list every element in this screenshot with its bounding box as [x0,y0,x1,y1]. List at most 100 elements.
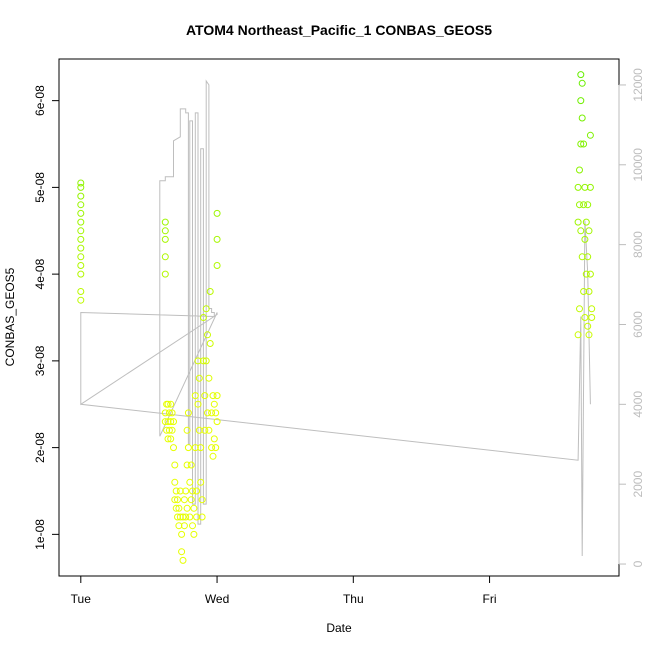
data-point [210,400,218,408]
x-tick-label: Fri [483,592,497,606]
data-point [161,409,169,417]
data-point [585,288,593,295]
right-y-tick-label: 12000 [631,68,645,102]
data-point [190,504,198,512]
data-point [77,288,85,295]
data-point [193,487,201,495]
data-point [199,357,207,365]
data-point [586,270,594,278]
data-point [213,235,221,243]
plot-frame [58,58,620,577]
data-point [574,218,582,226]
data-point [184,444,192,452]
y-tick-label: 2e-08 [33,432,47,463]
data-point [161,253,169,261]
data-point [202,357,210,365]
data-point [578,114,586,122]
data-point [201,426,209,434]
data-point [175,504,183,512]
data-point [586,131,594,139]
data-point [584,201,592,209]
data-point [577,140,585,148]
data-point [184,409,192,417]
data-point [585,227,593,235]
right-y-tick-label: 6000 [631,311,645,338]
data-point [178,530,186,538]
data-point [197,478,205,486]
data-point [189,487,196,495]
data-point [208,444,216,452]
data-point [77,253,85,261]
data-point [171,461,179,469]
y-tick-label: 6e-08 [33,85,47,116]
data-point [191,444,199,452]
data-point [205,374,213,382]
data-point [77,201,85,209]
data-point [167,400,175,408]
data-point [172,487,180,495]
data-point [77,192,85,200]
data-point [183,504,191,512]
data-point [186,513,194,521]
data-point [167,418,175,426]
data-point [204,331,211,339]
data-point [582,218,590,226]
data-point [161,270,169,278]
data-point [168,409,176,417]
data-point [197,444,205,452]
data-point [176,487,184,495]
data-point [586,183,594,191]
data-point [179,556,187,564]
data-point [171,478,179,486]
data-point [186,478,194,486]
data-point [178,548,186,556]
data-point [189,522,196,530]
data-point [187,496,195,504]
data-point [190,530,198,538]
data-point [77,244,85,252]
data-point [167,435,175,443]
data-point [77,209,85,217]
data-point [77,227,85,235]
data-point [183,461,191,469]
y-tick-label: 5e-08 [33,172,47,203]
data-point [213,209,221,217]
data-point [576,201,583,209]
data-point [180,496,188,504]
data-point [212,444,220,452]
data-point [161,418,169,426]
data-point [194,400,202,408]
right-y-tick-label: 10000 [631,148,645,182]
altitude-line-layer [80,79,591,557]
data-point [168,426,176,434]
data-point [578,79,586,87]
altitude-line [80,79,591,557]
data-point [161,218,169,226]
data-point [213,262,221,269]
data-point [165,426,173,434]
data-point [164,400,172,408]
x-tick-label: Wed [205,592,229,606]
data-point [581,314,589,321]
data-point [182,487,190,495]
data-point [580,140,588,148]
data-point [199,314,207,321]
data-point [201,392,209,400]
data-point [170,418,177,426]
data-point [198,513,206,521]
data-point [176,513,184,521]
data-point [588,305,596,313]
data-point [174,496,181,504]
data-point [588,314,596,321]
right-y-tick-label: 8000 [631,231,645,258]
data-point [209,452,217,460]
data-point [213,418,221,426]
data-point [161,227,169,235]
y-tick-label: 1e-08 [33,519,47,550]
data-point [580,288,588,295]
data-point [165,409,173,417]
data-point [577,97,585,105]
data-point [77,218,85,226]
data-point [187,461,195,469]
